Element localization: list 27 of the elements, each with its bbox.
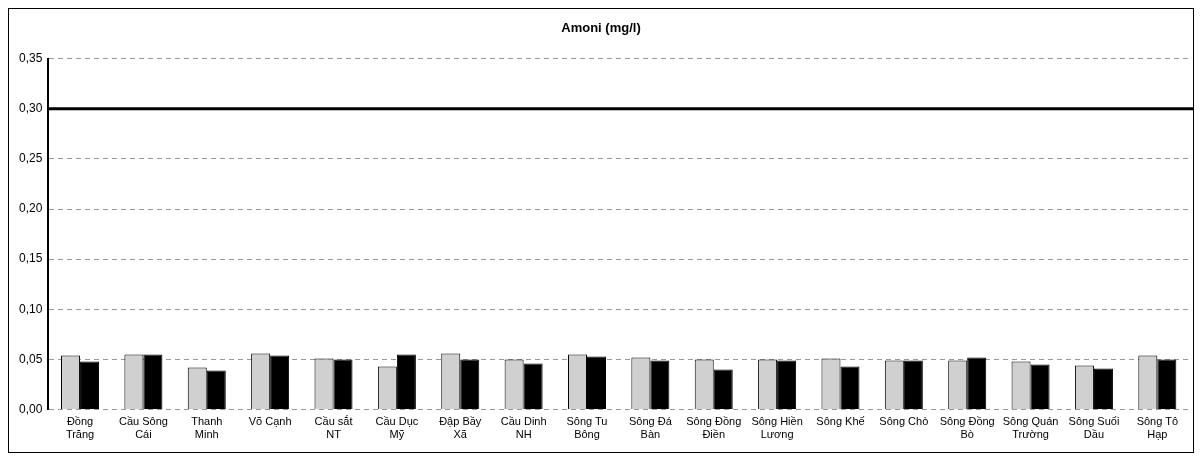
x-tick-label: Sông Quán Trường [1002, 415, 1059, 441]
y-tick-label: 0,25 [19, 151, 43, 166]
y-tick-label: 0,20 [19, 201, 43, 216]
x-tick-label: Sông Tu Bông [566, 415, 608, 441]
x-tick-label: Sông Suối Dầu [1068, 415, 1120, 441]
x-tick-label: Thanh Minh [191, 415, 223, 441]
y-tick-label: 0,35 [19, 50, 43, 65]
x-tick-label: Cầu Sông Cái [118, 415, 168, 441]
x-tick-label: Cầu sắt NT [314, 415, 353, 441]
x-tick-label: Sông Hiền Lương [751, 415, 803, 441]
x-tick-label: Đập Bầy Xã [439, 415, 482, 441]
chart-title: Amoni (mg/l) [561, 20, 641, 36]
y-tick-label: 0,05 [19, 351, 43, 366]
x-tick-label: Cầu Dục Mỹ [375, 415, 419, 441]
x-tick-label: Sông Khế [816, 415, 865, 428]
x-tick-label: Sông Đá Bàn [628, 415, 673, 441]
x-tick-label: Võ Cạnh [248, 415, 292, 428]
y-tick-label: 0,00 [19, 401, 43, 416]
x-tick-label: Sông Đồng Bò [939, 415, 995, 441]
y-tick-label: 0,15 [19, 251, 43, 266]
x-tick-label: Cầu Dinh NH [500, 415, 547, 441]
y-tick-label: 0,30 [19, 101, 43, 116]
y-tick-label: 0,10 [19, 301, 43, 316]
x-tick-label: Đồng Trăng [65, 415, 95, 441]
x-tick-label: Sông Đồng Điền [686, 415, 742, 441]
x-tick-label: Sông Tô Hạp [1136, 415, 1179, 441]
x-tick-label: Sông Chò [879, 415, 929, 428]
